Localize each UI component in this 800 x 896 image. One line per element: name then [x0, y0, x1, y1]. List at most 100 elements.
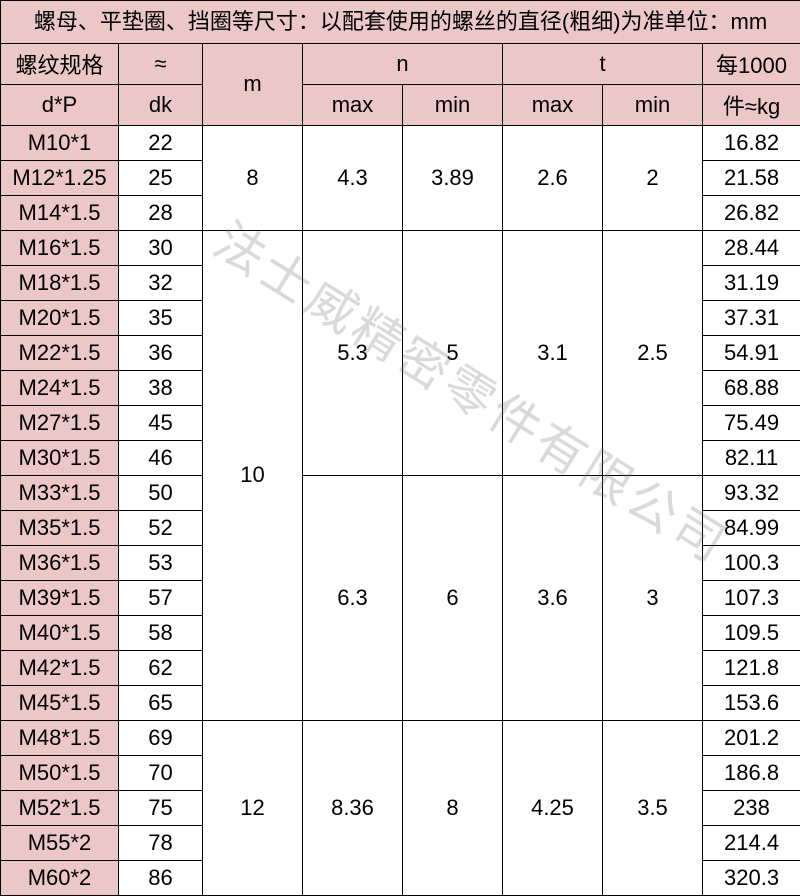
cell-dP: M52*1.5 [1, 790, 119, 825]
col-header-n-min: min [403, 84, 503, 125]
table-row: M48*1.569128.3684.253.5201.2 [1, 720, 800, 755]
cell-dP: M14*1.5 [1, 195, 119, 230]
title-row: 螺母、平垫圈、挡圈等尺寸：以配套使用的螺丝的直径(粗细)为准单位：mm [1, 1, 800, 44]
cell-t-min: 2 [603, 125, 703, 230]
cell-n-max: 6.3 [303, 475, 403, 720]
cell-dk: 46 [119, 440, 203, 475]
cell-n-min: 8 [403, 720, 503, 895]
table-container: 螺母、平垫圈、挡圈等尺寸：以配套使用的螺丝的直径(粗细)为准单位：mm螺纹规格≈… [0, 0, 800, 843]
cell-dk: 36 [119, 335, 203, 370]
col-header-t: t [503, 43, 703, 84]
cell-t-max: 2.6 [503, 125, 603, 230]
cell-t-max: 4.25 [503, 720, 603, 895]
cell-dk: 62 [119, 650, 203, 685]
spec-table: 螺母、平垫圈、挡圈等尺寸：以配套使用的螺丝的直径(粗细)为准单位：mm螺纹规格≈… [0, 0, 800, 896]
cell-kg: 107.3 [703, 580, 800, 615]
cell-kg: 121.8 [703, 650, 800, 685]
header-row-2: d*Pdkmaxminmaxmin件≈kg [1, 84, 800, 125]
cell-t-max: 3.1 [503, 230, 603, 475]
cell-dP: M50*1.5 [1, 755, 119, 790]
cell-dP: M20*1.5 [1, 300, 119, 335]
col-header-per1000: 每1000 [703, 43, 800, 84]
cell-dP: M10*1 [1, 125, 119, 160]
cell-kg: 82.11 [703, 440, 800, 475]
cell-kg: 93.32 [703, 475, 800, 510]
table-row: M10*12284.33.892.6216.82 [1, 125, 800, 160]
cell-kg: 238 [703, 790, 800, 825]
cell-kg: 54.91 [703, 335, 800, 370]
cell-dP: M24*1.5 [1, 370, 119, 405]
cell-dP: M30*1.5 [1, 440, 119, 475]
cell-dP: M48*1.5 [1, 720, 119, 755]
cell-dk: 86 [119, 860, 203, 895]
cell-n-min: 6 [403, 475, 503, 720]
cell-dk: 32 [119, 265, 203, 300]
cell-kg: 153.6 [703, 685, 800, 720]
cell-kg: 201.2 [703, 720, 800, 755]
cell-dk: 69 [119, 720, 203, 755]
col-header-n: n [303, 43, 503, 84]
cell-dk: 22 [119, 125, 203, 160]
cell-dk: 52 [119, 510, 203, 545]
cell-kg: 75.49 [703, 405, 800, 440]
cell-kg: 26.82 [703, 195, 800, 230]
cell-dP: M40*1.5 [1, 615, 119, 650]
cell-dP: M27*1.5 [1, 405, 119, 440]
cell-kg: 84.99 [703, 510, 800, 545]
cell-kg: 109.5 [703, 615, 800, 650]
cell-dP: M60*2 [1, 860, 119, 895]
col-header-approx: ≈ [119, 43, 203, 84]
cell-dk: 28 [119, 195, 203, 230]
cell-dP: M12*1.25 [1, 160, 119, 195]
cell-kg: 186.8 [703, 755, 800, 790]
cell-dk: 35 [119, 300, 203, 335]
cell-kg: 28.44 [703, 230, 800, 265]
cell-m: 8 [203, 125, 303, 230]
col-header-t-min: min [603, 84, 703, 125]
cell-t-min: 3.5 [603, 720, 703, 895]
cell-dP: M18*1.5 [1, 265, 119, 300]
cell-kg: 320.3 [703, 860, 800, 895]
table-title: 螺母、平垫圈、挡圈等尺寸：以配套使用的螺丝的直径(粗细)为准单位：mm [1, 1, 800, 44]
cell-m: 10 [203, 230, 303, 720]
cell-n-max: 5.3 [303, 230, 403, 475]
cell-dk: 53 [119, 545, 203, 580]
cell-dk: 58 [119, 615, 203, 650]
cell-dk: 50 [119, 475, 203, 510]
cell-m: 12 [203, 720, 303, 895]
col-header-n-max: max [303, 84, 403, 125]
table-row: M16*1.530105.353.12.528.44 [1, 230, 800, 265]
cell-dk: 70 [119, 755, 203, 790]
cell-t-min: 2.5 [603, 230, 703, 475]
cell-kg: 31.19 [703, 265, 800, 300]
cell-dP: M45*1.5 [1, 685, 119, 720]
cell-dk: 65 [119, 685, 203, 720]
col-header-kg: 件≈kg [703, 84, 800, 125]
cell-dk: 45 [119, 405, 203, 440]
cell-kg: 100.3 [703, 545, 800, 580]
cell-kg: 68.88 [703, 370, 800, 405]
cell-dP: M42*1.5 [1, 650, 119, 685]
header-row-1: 螺纹规格≈mnt每1000 [1, 43, 800, 84]
cell-n-max: 8.36 [303, 720, 403, 895]
cell-dP: M33*1.5 [1, 475, 119, 510]
col-header-dk: dk [119, 84, 203, 125]
cell-dP: M35*1.5 [1, 510, 119, 545]
cell-dk: 57 [119, 580, 203, 615]
cell-dk: 30 [119, 230, 203, 265]
cell-kg: 21.58 [703, 160, 800, 195]
cell-dk: 75 [119, 790, 203, 825]
cell-dP: M39*1.5 [1, 580, 119, 615]
cell-n-min: 3.89 [403, 125, 503, 230]
cell-dP: M16*1.5 [1, 230, 119, 265]
cell-n-max: 4.3 [303, 125, 403, 230]
col-header-m: m [203, 43, 303, 125]
col-header-dP: d*P [1, 84, 119, 125]
cell-dP: M36*1.5 [1, 545, 119, 580]
cell-t-min: 3 [603, 475, 703, 720]
cell-t-max: 3.6 [503, 475, 603, 720]
table-row: M33*1.5506.363.6393.32 [1, 475, 800, 510]
cell-kg: 37.31 [703, 300, 800, 335]
cell-dP: M22*1.5 [1, 335, 119, 370]
col-header-t-max: max [503, 84, 603, 125]
